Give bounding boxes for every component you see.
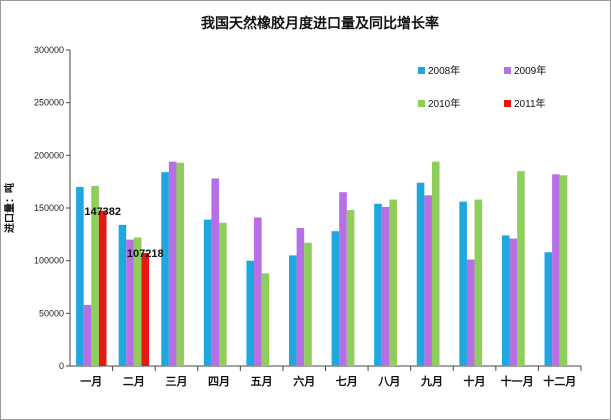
bar-2010年-四月	[219, 222, 227, 366]
bar-2008年-七月	[331, 231, 340, 366]
bars	[76, 161, 568, 366]
bar-2009年-九月	[424, 195, 432, 366]
bar-2010年-九月	[431, 161, 440, 366]
bar-2010年-七月	[346, 210, 355, 366]
bar-2009年-五月	[254, 217, 262, 366]
data-label: 107218	[127, 248, 164, 260]
bar-2010年-五月	[261, 273, 270, 366]
bar-2011年-一月	[98, 210, 107, 366]
y-tick-label: 150000	[34, 203, 64, 213]
bar-2009年-三月	[168, 161, 177, 366]
bar-2009年-七月	[339, 192, 347, 366]
bar-2008年-一月	[76, 186, 84, 366]
x-tick-label: 十二月	[543, 374, 576, 388]
legend: 2008年 2009年 2010年 2011年	[418, 64, 546, 110]
x-tick-label: 六月	[293, 374, 315, 388]
bar-2010年-二月	[133, 237, 142, 366]
bar-2010年-八月	[389, 199, 397, 366]
legend-swatch	[504, 100, 511, 107]
bar-2008年-三月	[161, 172, 169, 366]
axes: 300000 250000 200000 150000 100000 50000 0 一月 二月…	[34, 45, 582, 388]
y-axis-label: 进口量：吨	[3, 183, 16, 233]
bar-2008年-十一月	[501, 235, 510, 366]
bar-2010年-一月	[91, 185, 99, 366]
y-tick-label: 50000	[39, 308, 64, 318]
x-tick-label: 八月	[377, 375, 400, 388]
x-tick-label: 一月	[80, 375, 102, 388]
y-tick-label: 200000	[34, 150, 64, 160]
bar-2009年-二月	[126, 239, 134, 366]
x-tick-label: 十一月	[501, 374, 534, 388]
bar-2009年-六月	[296, 228, 305, 366]
bar-2008年-八月	[374, 203, 382, 366]
y-tick-label: 300000	[34, 45, 64, 55]
data-label: 147382	[84, 206, 121, 218]
bar-2008年-十月	[459, 201, 467, 366]
bar-2009年-十一月	[509, 238, 518, 366]
bar-2009年-十月	[466, 259, 475, 366]
x-tick-label: 五月	[251, 375, 273, 388]
legend-swatch	[418, 100, 425, 107]
x-tick-label: 九月	[420, 374, 443, 388]
x-tick-label: 二月	[123, 375, 145, 388]
y-tick-label: 0	[59, 361, 64, 371]
legend-label: 2010年	[428, 97, 460, 110]
bar-2008年-十二月	[544, 252, 553, 366]
chart-title: 我国天然橡胶月度进口量及同比增长率	[201, 15, 439, 32]
bar-2009年-十二月	[552, 174, 560, 366]
legend-swatch	[504, 67, 511, 74]
bar-2009年-一月	[83, 304, 92, 366]
bar-2008年-四月	[203, 219, 212, 366]
x-tick-label: 七月	[336, 374, 358, 388]
x-tick-label: 三月	[165, 375, 187, 388]
legend-label: 2008年	[428, 64, 460, 77]
bar-2008年-九月	[416, 182, 425, 366]
legend-label: 2009年	[514, 64, 546, 77]
legend-label: 2011年	[514, 97, 546, 110]
y-tick-label: 100000	[34, 256, 64, 266]
bar-2010年-十二月	[559, 175, 568, 366]
bar-2009年-四月	[211, 178, 220, 366]
legend-swatch	[418, 67, 425, 74]
bar-2010年-十一月	[517, 171, 525, 366]
bar-2008年-六月	[289, 255, 297, 366]
bar-2008年-二月	[118, 224, 127, 366]
bar-2011年-二月	[141, 253, 150, 366]
x-tick-label: 十月	[464, 374, 486, 388]
bar-2010年-十月	[474, 199, 483, 366]
bar-2009年-八月	[381, 206, 390, 366]
bar-2010年-三月	[176, 162, 185, 366]
data-labels: 147382 107218	[84, 206, 163, 260]
bar-2010年-六月	[304, 242, 312, 366]
bar-2008年-五月	[246, 260, 255, 366]
x-tick-label: 四月	[208, 375, 230, 388]
y-tick-label: 250000	[34, 98, 64, 108]
